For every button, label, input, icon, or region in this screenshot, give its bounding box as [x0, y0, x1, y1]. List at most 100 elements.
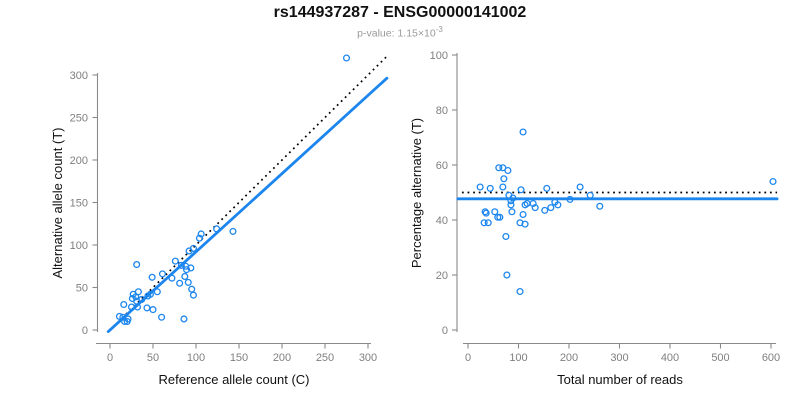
data-point [507, 201, 515, 209]
data-point [158, 313, 166, 321]
x-tick-label: 250 [316, 352, 334, 364]
data-point [482, 209, 490, 217]
x-tick-label: 300 [359, 352, 377, 364]
y-tick-label: 300 [70, 70, 88, 82]
x-tick-label: 0 [465, 352, 471, 364]
data-point [507, 197, 515, 205]
y-tick-label: 200 [70, 155, 88, 167]
data-point [181, 272, 189, 281]
data-point [133, 260, 141, 269]
data-point [476, 183, 484, 191]
data-point [143, 304, 151, 312]
data-point [182, 266, 191, 274]
data-point [499, 183, 507, 191]
data-point [500, 175, 508, 183]
data-point [531, 204, 539, 212]
data-point [184, 278, 192, 286]
x-tick-label: 600 [762, 352, 780, 364]
y-axis-title: Percentage alternative (T) [409, 118, 424, 268]
data-point [586, 191, 594, 199]
data-point [566, 195, 574, 203]
y-tick-label: 50 [76, 283, 88, 295]
y-tick-label: 150 [70, 198, 88, 210]
y-tick-label: 0 [82, 325, 88, 337]
pvalue-exponent: -3 [435, 25, 443, 34]
data-point [124, 315, 132, 323]
data-point [146, 290, 154, 298]
data-point [541, 206, 549, 214]
data-point [149, 306, 157, 314]
data-point [189, 244, 197, 252]
data-point [508, 208, 516, 216]
data-point [517, 186, 525, 194]
data-point [153, 288, 161, 296]
data-point [229, 227, 237, 235]
data-point [180, 315, 188, 323]
x-tick-label: 0 [107, 352, 113, 364]
data-point [342, 54, 351, 62]
data-point [484, 219, 492, 227]
y-tick-label: 60 [436, 160, 448, 172]
y-axis-title: Alternative allele count (T) [50, 127, 65, 278]
data-point [115, 312, 124, 320]
data-point [521, 220, 529, 228]
x-tick-label: 500 [711, 352, 729, 364]
data-point [480, 219, 488, 227]
data-point [189, 291, 197, 299]
data-point [576, 183, 584, 191]
data-point [158, 270, 167, 278]
allele-counts-panel: 0 50 100 150 200 250 300 0 50 100 150 200 250 300 Refe… [50, 54, 389, 387]
pvalue-subtitle: p-value: 1.15×10-3 [0, 25, 800, 40]
data-point [177, 261, 185, 269]
data-point [496, 213, 504, 221]
x-tick-label: 50 [147, 352, 159, 364]
x-tick-label: 100 [509, 352, 527, 364]
data-point [495, 164, 503, 172]
data-point [195, 234, 203, 242]
y-tick-label: 40 [436, 215, 448, 227]
data-point [519, 128, 527, 136]
data-point [519, 210, 527, 219]
data-point [516, 287, 524, 296]
data-point [129, 290, 137, 298]
pvalue-text: p-value: 1.15×10 [357, 27, 436, 40]
data-point [213, 225, 221, 233]
data-point [543, 184, 551, 192]
x-tick-label: 200 [273, 352, 291, 364]
page-title: rs144937287 - ENSG00000141002 [273, 4, 527, 21]
y-tick-label: 0 [442, 325, 448, 337]
x-axis-title: Total number of reads [557, 372, 683, 387]
data-point [596, 202, 604, 210]
x-axis-title: Reference allele count (C) [158, 372, 309, 387]
data-point [504, 166, 512, 175]
data-point [554, 201, 562, 209]
data-point [481, 208, 489, 216]
data-point [187, 264, 195, 272]
data-point [188, 285, 196, 293]
data-point [171, 257, 179, 265]
data-point [491, 208, 499, 216]
data-point [148, 273, 156, 281]
y-tick-label: 100 [430, 50, 448, 62]
x-tick-label: 400 [661, 352, 679, 364]
x-tick-label: 300 [610, 352, 628, 364]
y-tick-label: 80 [436, 105, 448, 117]
data-point [138, 295, 146, 303]
y-tick-label: 250 [70, 113, 88, 125]
x-tick-label: 200 [560, 352, 578, 364]
identity-line [109, 56, 387, 331]
data-point [176, 279, 184, 287]
data-point [197, 230, 205, 238]
x-tick-label: 100 [187, 352, 205, 364]
data-point [486, 184, 494, 192]
data-point [547, 204, 555, 212]
x-tick-label: 150 [230, 352, 248, 364]
y-tick-label: 100 [70, 240, 88, 252]
percentage-alternative-panel: 0 100 200 300 400 500 600 0 20 40 60 80 100 Total num… [409, 50, 780, 387]
data-point [769, 177, 777, 186]
data-point [168, 274, 176, 282]
data-point [502, 232, 510, 241]
data-point [120, 300, 128, 309]
